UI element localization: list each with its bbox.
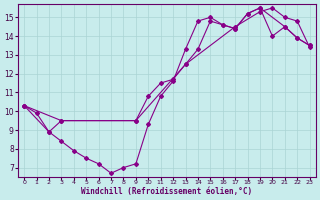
X-axis label: Windchill (Refroidissement éolien,°C): Windchill (Refroidissement éolien,°C) [81,187,252,196]
